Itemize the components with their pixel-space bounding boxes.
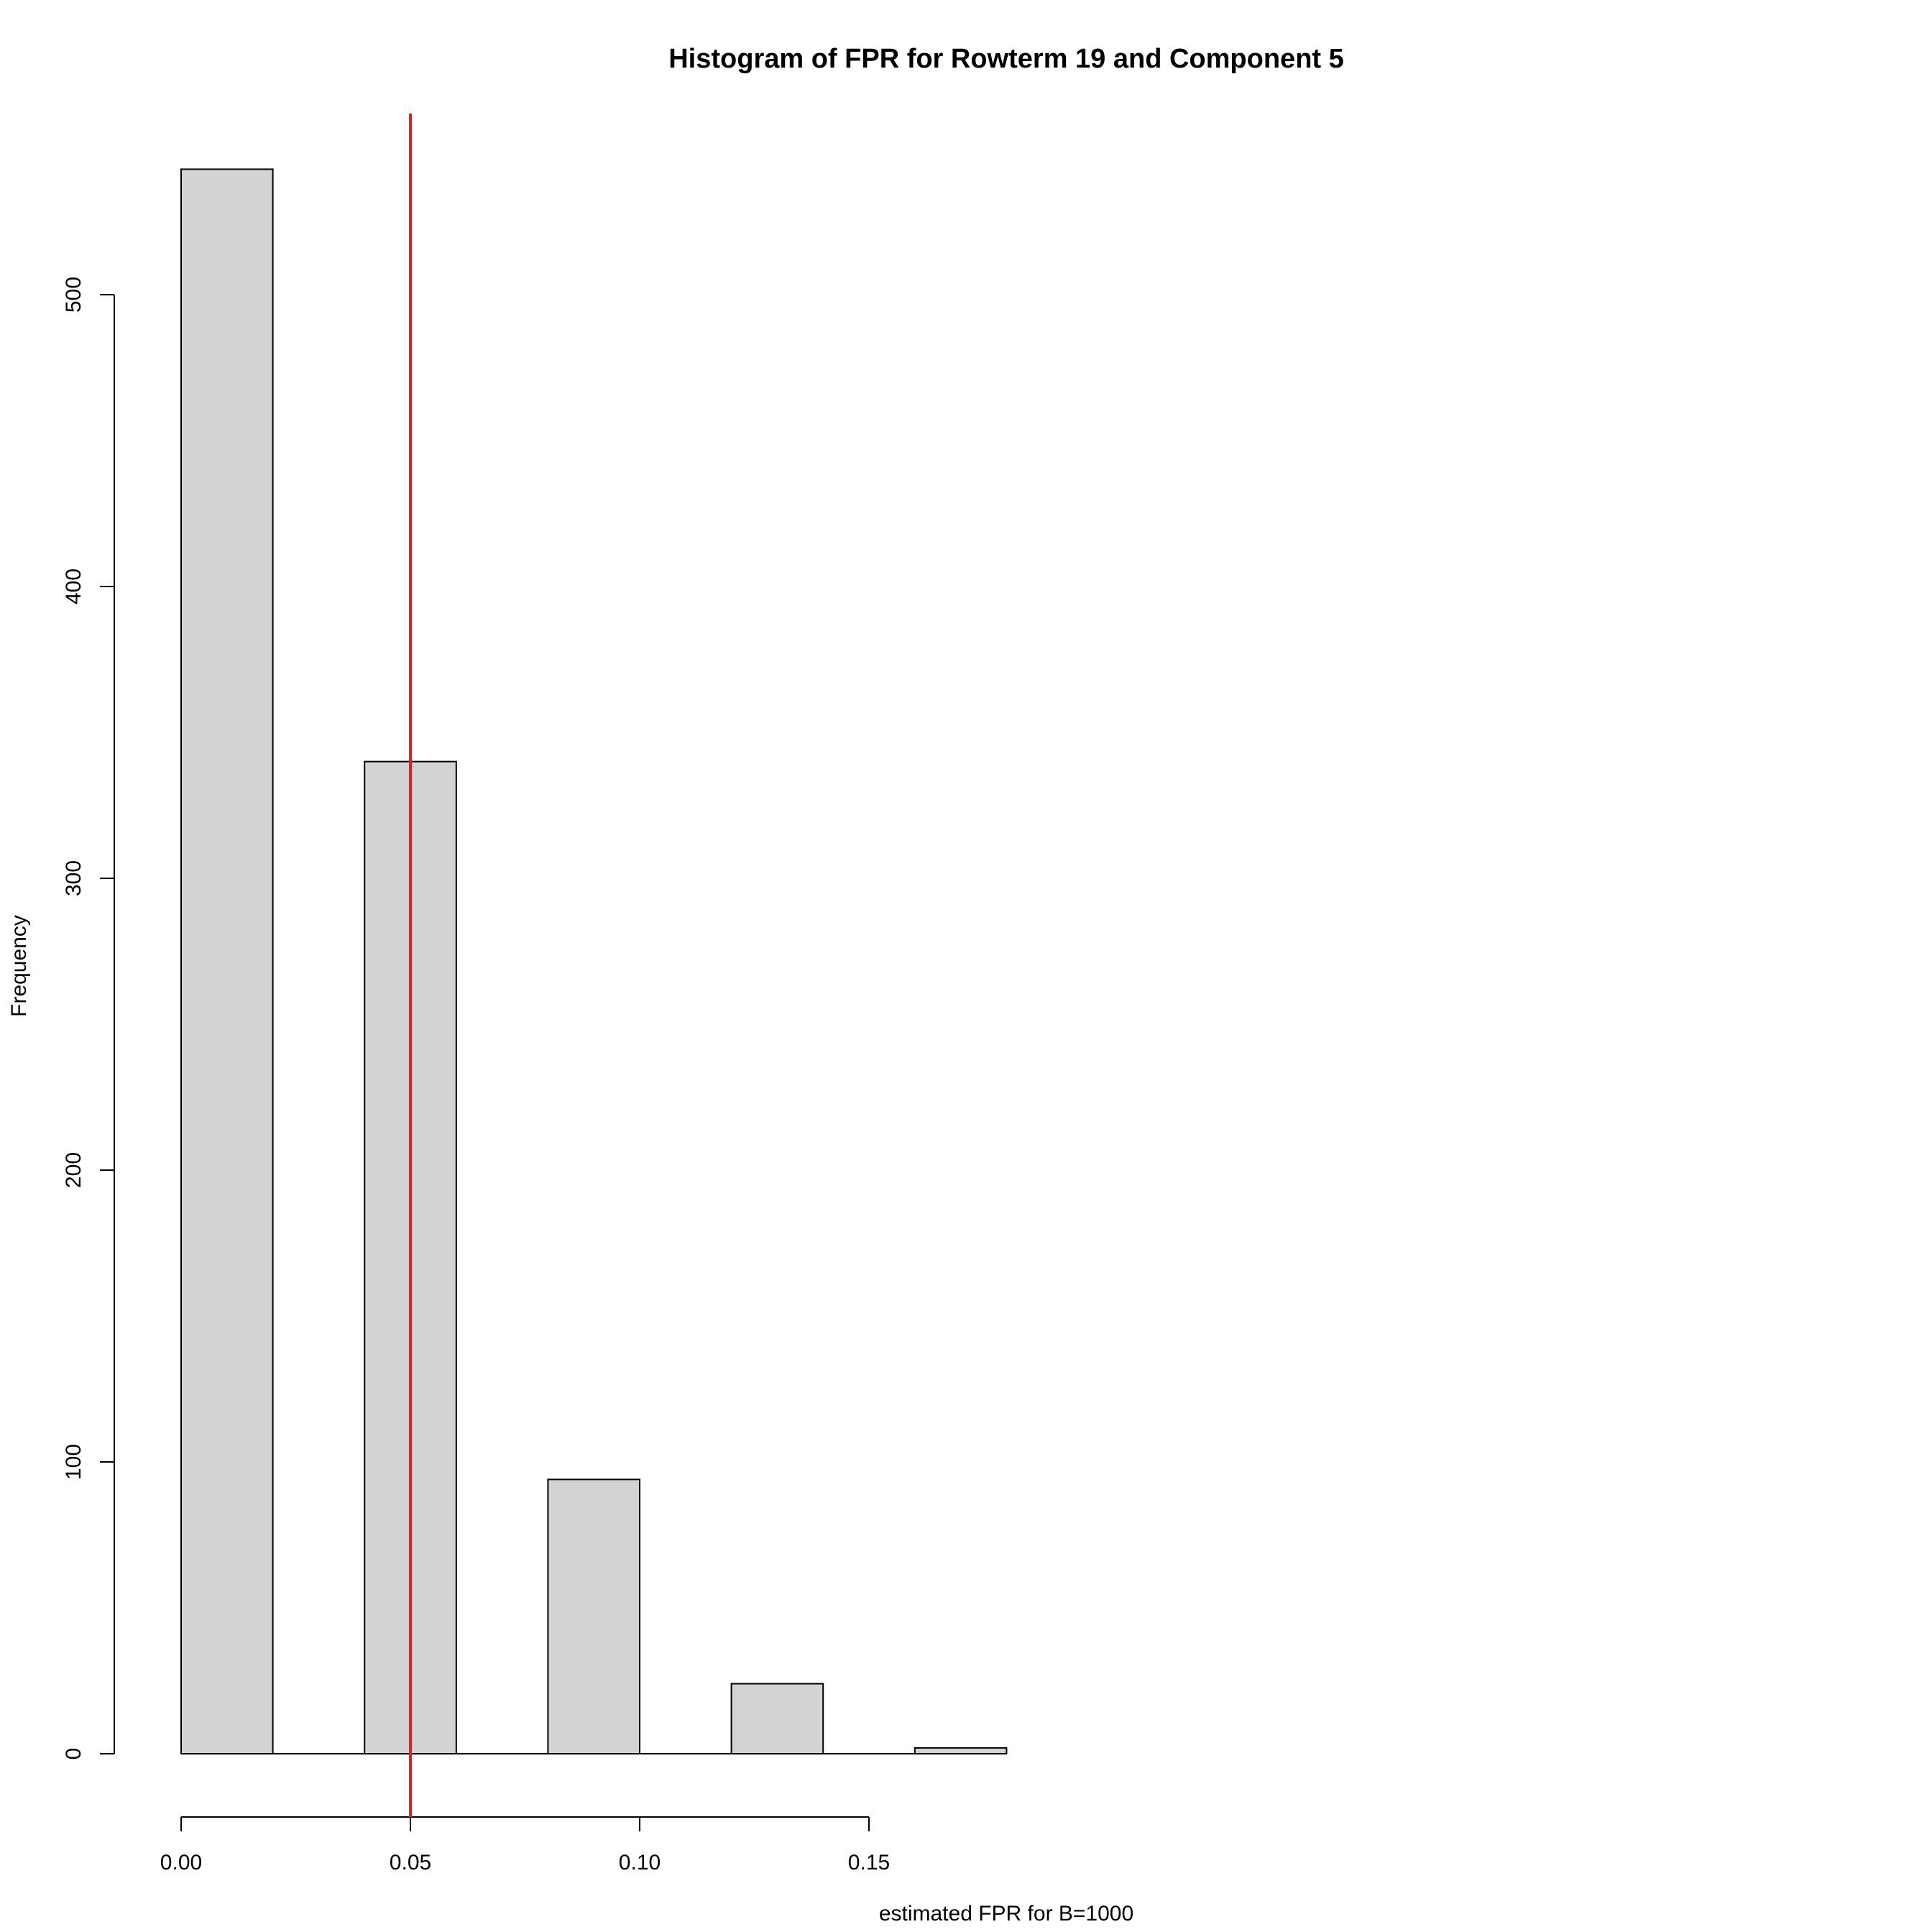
- x-axis-label: estimated FPR for B=1000: [879, 1902, 1133, 1926]
- y-tick-label: 200: [62, 1152, 86, 1188]
- histogram-bar: [730, 1683, 824, 1755]
- x-axis: 0.00 0.05 0.10 0.15: [160, 1816, 890, 1874]
- chart-title: Histogram of FPR for Rowterm 19 and Comp…: [668, 44, 1344, 74]
- y-tick-label: 500: [62, 277, 86, 313]
- y-tick-label: 0: [62, 1748, 86, 1760]
- x-tick-label: 0.10: [619, 1851, 661, 1874]
- histogram-bar: [547, 1478, 641, 1755]
- x-tick-label: 0.00: [160, 1851, 202, 1874]
- histogram-bar: [914, 1747, 1008, 1754]
- histogram-bar: [180, 168, 274, 1755]
- y-axis: 0 100 200 300 400 500: [62, 277, 115, 1760]
- y-tick-label: 400: [62, 569, 86, 604]
- x-tick-label: 0.05: [390, 1851, 431, 1874]
- y-tick-label: 100: [62, 1444, 86, 1480]
- bars-group: [180, 168, 1008, 1755]
- y-tick-label: 300: [62, 860, 86, 896]
- y-axis-label: Frequency: [7, 915, 31, 1017]
- x-tick-label: 0.15: [848, 1851, 890, 1874]
